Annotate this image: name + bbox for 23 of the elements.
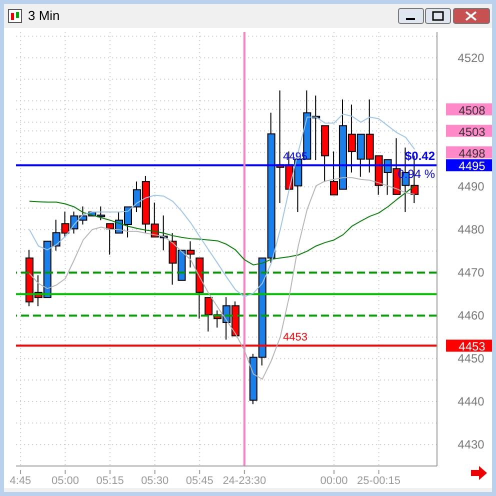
y-tick-label: 4480	[458, 222, 485, 237]
y-tick-label: 4508	[458, 103, 486, 118]
x-tick-label: 4:45	[10, 475, 32, 487]
y-tick-label: 4440	[458, 394, 485, 409]
x-tick-label: 05:15	[96, 475, 124, 487]
ref-line-label: 4453	[283, 332, 308, 344]
x-tick-label: 05:45	[186, 475, 214, 487]
x-tick-label: 24-23:30	[222, 475, 266, 487]
y-tick-label: 4490	[458, 180, 485, 194]
chart-title: 3 Min	[28, 8, 60, 23]
y-tick-label: 4460	[458, 308, 485, 323]
y-tick-label: 4503	[458, 124, 486, 139]
y-tick-label: 4495	[458, 159, 486, 174]
y-tick-label: 4470	[458, 266, 485, 280]
y-tick-label: 4520	[458, 50, 485, 65]
y-tick-label: 4450	[458, 352, 485, 366]
x-tick-label: 05:00	[52, 475, 80, 487]
y-tick-label: 4498	[458, 146, 486, 160]
y-tick-label: 4430	[458, 438, 485, 452]
x-tick-label: 25-00:15	[357, 475, 400, 487]
y-tick-label: 4453	[458, 340, 486, 354]
x-tick-label: 00:00	[320, 475, 348, 487]
x-tick-label: 05:30	[141, 475, 169, 487]
